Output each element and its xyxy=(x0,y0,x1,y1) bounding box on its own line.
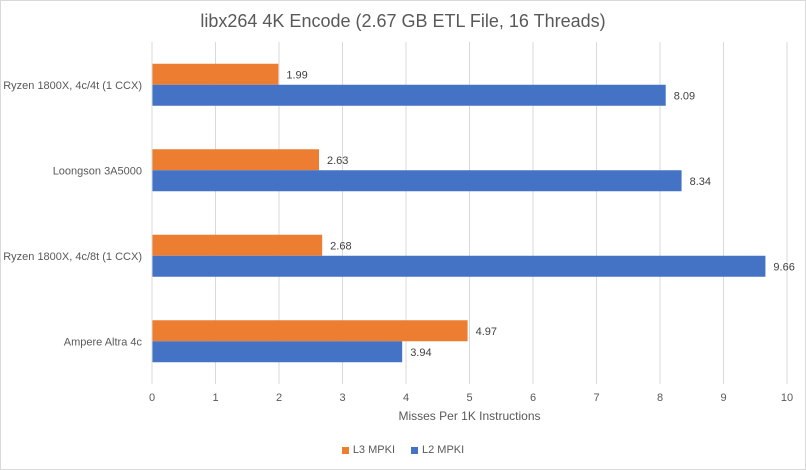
data-label: 3.94 xyxy=(410,347,431,359)
data-label: 2.63 xyxy=(327,155,348,167)
x-tick-label: 6 xyxy=(530,392,536,404)
bar-l3 xyxy=(152,149,320,171)
x-tick-label: 5 xyxy=(466,392,472,404)
x-tick-label: 7 xyxy=(593,392,599,404)
category-label: Ryzen 1800X, 4c/4t (1 CCX) xyxy=(3,80,142,92)
legend-label-l3: L3 MPKI xyxy=(352,444,395,456)
x-tick-label: 2 xyxy=(276,392,282,404)
category-label: Loongson 3A5000 xyxy=(53,165,142,177)
x-tick-label: 8 xyxy=(657,392,663,404)
bar-l3 xyxy=(152,234,323,256)
x-tick-label: 0 xyxy=(149,392,155,404)
x-tick-label: 10 xyxy=(781,392,793,404)
bar-l2 xyxy=(152,170,682,192)
legend-label-l2: L2 MPKI xyxy=(422,444,465,456)
legend-swatch-l2 xyxy=(411,446,418,454)
data-label: 1.99 xyxy=(286,69,307,81)
x-axis-label: Misses Per 1K Instructions xyxy=(398,409,540,423)
category-label: Ryzen 1800X, 4c/8t (1 CCX) xyxy=(3,251,142,263)
bar-l2 xyxy=(152,341,403,363)
chart-title: libx264 4K Encode (2.67 GB ETL File, 16 … xyxy=(200,11,606,31)
bar-l2 xyxy=(152,84,666,106)
data-label: 8.34 xyxy=(690,176,711,188)
bar-l2 xyxy=(152,255,766,277)
bar-l3 xyxy=(152,320,468,342)
category-label: Ampere Altra 4c xyxy=(64,336,143,348)
x-tick-label: 4 xyxy=(403,392,409,404)
data-label: 9.66 xyxy=(773,261,794,273)
bar-l3 xyxy=(152,63,279,85)
data-label: 2.68 xyxy=(330,240,351,252)
x-tick-label: 1 xyxy=(212,392,218,404)
x-tick-label: 3 xyxy=(339,392,345,404)
legend: L3 MPKI L2 MPKI xyxy=(1,444,805,456)
x-tick-label: 9 xyxy=(720,392,726,404)
legend-item-l2: L2 MPKI xyxy=(411,444,464,456)
legend-swatch-l3 xyxy=(341,446,349,454)
legend-item-l3: L3 MPKI xyxy=(341,444,395,456)
data-label: 4.97 xyxy=(476,326,497,338)
data-label: 8.09 xyxy=(674,90,695,102)
